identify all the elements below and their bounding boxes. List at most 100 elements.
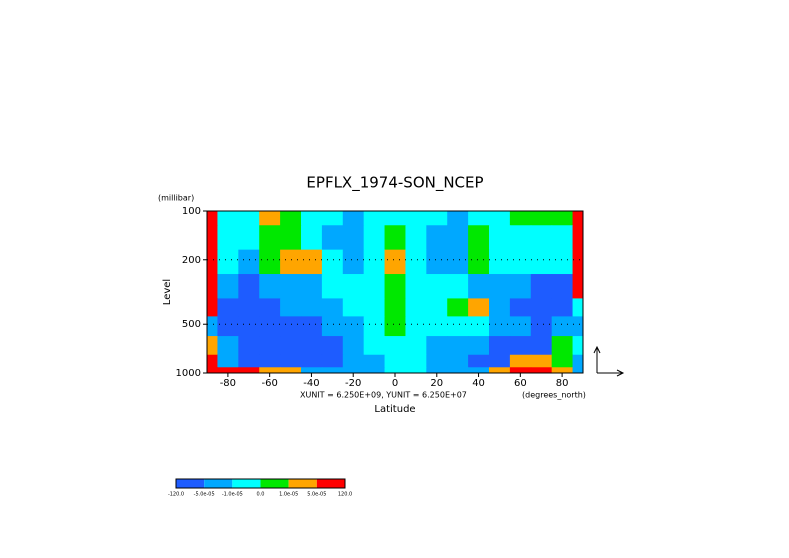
contour-cell xyxy=(280,336,302,356)
contour-cell xyxy=(342,225,365,251)
contour-cell xyxy=(405,316,427,337)
contour-cell xyxy=(363,316,386,337)
contour-cell xyxy=(384,354,406,368)
contour-cell xyxy=(301,336,323,356)
contour-cell xyxy=(572,336,584,356)
contour-cell xyxy=(363,298,386,317)
contour-cell xyxy=(530,225,553,251)
contour-cell xyxy=(572,225,584,251)
contour-cell xyxy=(207,274,218,299)
contour-cell xyxy=(207,225,218,251)
contour-cell xyxy=(384,298,406,317)
y-tick-label: 1000 xyxy=(176,368,201,379)
x-tick-label: -80 xyxy=(220,378,236,389)
contour-cell xyxy=(509,316,532,337)
contour-cell xyxy=(509,274,532,299)
colorbar-label: 1.0e-05 xyxy=(279,492,298,498)
contour-cell xyxy=(530,274,553,299)
unit-note: XUNIT = 6.250E+09, YUNIT = 6.250E+07 xyxy=(300,391,467,400)
colorbar-swatch xyxy=(288,479,317,488)
colorbar-swatch xyxy=(204,479,233,488)
contour-cell xyxy=(530,316,553,337)
contour-cell xyxy=(321,298,344,317)
contour-cell xyxy=(426,367,448,374)
contour-cell xyxy=(321,211,344,226)
y-axis-label: Level xyxy=(162,279,173,305)
contour-cell xyxy=(342,354,365,368)
contour-cell xyxy=(301,367,323,374)
contour-cell xyxy=(489,354,511,368)
contour-cell xyxy=(363,274,386,299)
contour-cell xyxy=(572,249,584,275)
contour-cell xyxy=(572,354,584,368)
contour-cell xyxy=(259,274,281,299)
contour-cell xyxy=(405,274,427,299)
contour-cell xyxy=(259,367,281,374)
contour-cell xyxy=(447,367,469,374)
contour-cell xyxy=(447,316,469,337)
x-tick-label: 0 xyxy=(392,378,398,389)
x-axis-label: Latitude xyxy=(374,404,415,415)
contour-cell xyxy=(551,367,574,374)
contour-cell xyxy=(468,367,490,374)
contour-cell xyxy=(207,298,218,317)
contour-cell xyxy=(259,211,281,226)
contour-cell xyxy=(217,354,239,368)
contour-cell xyxy=(468,249,490,275)
contour-cell xyxy=(280,225,302,251)
contour-cell xyxy=(384,336,406,356)
contour-cell xyxy=(447,249,469,275)
contour-cell xyxy=(384,367,406,374)
contour-cell xyxy=(489,274,511,299)
contour-cell xyxy=(363,249,386,275)
contour-cell xyxy=(509,367,532,374)
contour-cell xyxy=(405,298,427,317)
contour-cell xyxy=(301,298,323,317)
contour-cell xyxy=(551,249,574,275)
contour-cell xyxy=(207,249,218,275)
contour-cell xyxy=(468,274,490,299)
contour-cell xyxy=(384,211,406,226)
contour-cell xyxy=(572,211,584,226)
colorbar-label: -120.0 xyxy=(168,492,184,498)
colorbar-label: 0.0 xyxy=(257,492,265,498)
contour-cell xyxy=(426,316,448,337)
contour-cell xyxy=(207,354,218,368)
contour-cell xyxy=(238,211,260,226)
contour-cell xyxy=(321,249,344,275)
colorbar-frame xyxy=(175,478,346,489)
contour-cell xyxy=(259,298,281,317)
contour-cell xyxy=(342,367,365,374)
contour-cell xyxy=(217,367,239,374)
contour-cell xyxy=(207,367,218,374)
contour-cell xyxy=(259,249,281,275)
contour-cell xyxy=(551,354,574,368)
x-tick-label: 40 xyxy=(472,378,485,389)
contour-cell xyxy=(468,336,490,356)
contour-cell xyxy=(551,336,574,356)
contour-cell xyxy=(280,249,302,275)
contour-cell xyxy=(384,274,406,299)
contour-cell xyxy=(321,367,344,374)
colorbar-label: -5.0e-05 xyxy=(194,492,215,498)
contour-cell xyxy=(405,336,427,356)
contour-cell xyxy=(238,316,260,337)
contour-cell xyxy=(259,354,281,368)
contour-cell xyxy=(363,354,386,368)
contour-cell xyxy=(217,316,239,337)
x-unit: (degrees_north) xyxy=(522,391,586,400)
contour-cell xyxy=(301,249,323,275)
contour-cell xyxy=(489,316,511,337)
contour-cell xyxy=(447,336,469,356)
contour-cell xyxy=(363,225,386,251)
chart-title: EPFLX_1974-SON_NCEP xyxy=(306,174,483,193)
contour-cell xyxy=(551,298,574,317)
contour-cell xyxy=(363,336,386,356)
colorbar-swatch xyxy=(316,479,345,488)
contour-cell xyxy=(207,336,218,356)
contour-cell xyxy=(363,211,386,226)
contour-cell xyxy=(238,274,260,299)
contour-cell xyxy=(405,367,427,374)
contour-cell xyxy=(238,298,260,317)
